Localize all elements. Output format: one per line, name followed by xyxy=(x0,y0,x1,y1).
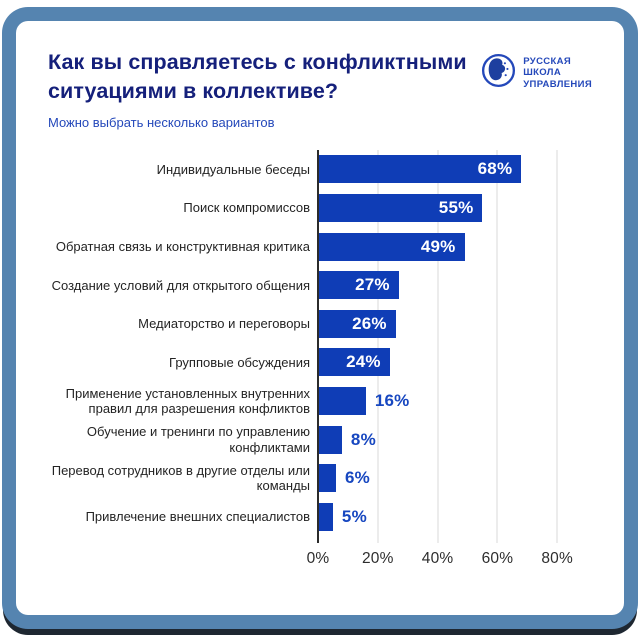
bar-row: Групповые обсуждения 24% xyxy=(48,343,608,382)
bar-value-label: 8% xyxy=(350,429,376,449)
bar-value-label: 6% xyxy=(344,468,370,488)
bar-value-label: 68% xyxy=(477,159,513,179)
bar-category-label: Перевод сотрудников в другие отделы или … xyxy=(51,462,310,494)
bar-category-label: Индивидуальные беседы xyxy=(156,161,310,177)
bar-category-label: Привлечение внешних специалистов xyxy=(85,509,310,525)
bar-track: 16% xyxy=(318,387,608,416)
bar-value-label: 55% xyxy=(438,198,474,218)
x-tick-label: 20% xyxy=(361,550,394,568)
bar-row: Обратная связь и конструктивная критика … xyxy=(48,227,608,266)
bar-track: 27% xyxy=(318,271,608,300)
bar: 55% xyxy=(318,194,483,223)
chart-card: Как вы справляетесь с конфликтными ситуа… xyxy=(16,21,624,615)
x-axis-labels: 0% 20% 40% 60% 80% xyxy=(307,548,608,574)
gridline xyxy=(556,150,558,544)
header: Как вы справляетесь с конфликтными ситуа… xyxy=(48,48,608,130)
bar: 5% xyxy=(318,502,367,531)
bar: 16% xyxy=(318,387,409,416)
bar-row: Привлечение внешних специалистов 5% xyxy=(48,498,608,537)
header-text: Как вы справляетесь с конфликтными ситуа… xyxy=(48,48,478,130)
bar-row: Поиск компромиссов 55% xyxy=(48,189,608,228)
bar-value-label: 26% xyxy=(352,313,387,333)
bar-row: Применение установленных внутренних прав… xyxy=(48,382,608,421)
bar-track: 49% xyxy=(318,232,608,261)
page-subtitle: Можно выбрать несколько вариантов xyxy=(48,115,275,131)
bar-category-label: Создание условий для открытого общения xyxy=(51,277,310,293)
bar: 8% xyxy=(318,425,376,454)
brand-name: РУССКАЯ ШКОЛА УПРАВЛЕНИЯ xyxy=(523,56,592,91)
bar: 6% xyxy=(318,464,370,493)
bar-category-label: Медиаторство и переговоры xyxy=(138,316,310,332)
bar-value-label: 24% xyxy=(346,352,381,372)
bar-row: Обучение и тренинги по управлению конфли… xyxy=(48,420,608,459)
globe-icon xyxy=(481,53,516,93)
bar-row: Перевод сотрудников в другие отделы или … xyxy=(48,459,608,498)
bar-category-label: Применение установленных внутренних прав… xyxy=(65,385,310,417)
gridlines xyxy=(318,150,608,544)
bar-value-label: 49% xyxy=(420,236,456,256)
bar-rows: Индивидуальные беседы 68% Поиск компроми… xyxy=(48,150,608,536)
bar-track: 5% xyxy=(318,502,608,531)
bar-value-label: 27% xyxy=(355,275,390,295)
bar-track: 8% xyxy=(318,425,608,454)
bar-track: 24% xyxy=(318,348,608,377)
bar-row: Индивидуальные беседы 68% xyxy=(48,150,608,189)
bar-value-label: 16% xyxy=(374,391,410,411)
x-tick-label: 40% xyxy=(421,550,454,568)
x-tick-label: 80% xyxy=(541,550,573,568)
x-tick-label: 0% xyxy=(306,550,330,568)
x-tick-label: 60% xyxy=(481,550,514,568)
bar-category-label: Групповые обсуждения xyxy=(169,354,310,370)
brand-logo: РУССКАЯ ШКОЛА УПРАВЛЕНИЯ xyxy=(481,53,592,93)
gridline xyxy=(377,150,379,544)
bar-category-label: Поиск компромиссов xyxy=(183,200,310,216)
bar: 24% xyxy=(318,348,390,377)
brand-line-2: ШКОЛА xyxy=(523,67,562,79)
plot-area: Индивидуальные беседы 68% Поиск компроми… xyxy=(48,150,608,544)
bar-category-label: Обратная связь и конструктивная критика xyxy=(55,239,310,254)
y-axis-line xyxy=(316,150,320,544)
bar-category-label: Обучение и тренинги по управлению конфли… xyxy=(86,424,310,455)
bar-row: Создание условий для открытого общения 2… xyxy=(48,266,608,305)
bar-track: 55% xyxy=(318,194,608,223)
page-title: Как вы справляетесь с конфликтными ситуа… xyxy=(48,50,467,103)
gridline xyxy=(437,150,439,544)
bar-value-label: 5% xyxy=(341,506,367,526)
bar: 68% xyxy=(318,155,522,184)
bar-track: 6% xyxy=(318,464,608,493)
bar-track: 68% xyxy=(318,155,608,184)
bar-row: Медиаторство и переговоры 26% xyxy=(48,305,608,344)
bar: 26% xyxy=(318,309,396,338)
bar-track: 26% xyxy=(318,309,608,338)
bar: 49% xyxy=(318,232,465,261)
brand-line-3: УПРАВЛЕНИЯ xyxy=(523,78,592,90)
bar-chart: Индивидуальные беседы 68% Поиск компроми… xyxy=(48,150,608,574)
gridline xyxy=(496,150,498,544)
brand-line-1: РУССКАЯ xyxy=(523,55,572,67)
bar: 27% xyxy=(318,271,399,300)
